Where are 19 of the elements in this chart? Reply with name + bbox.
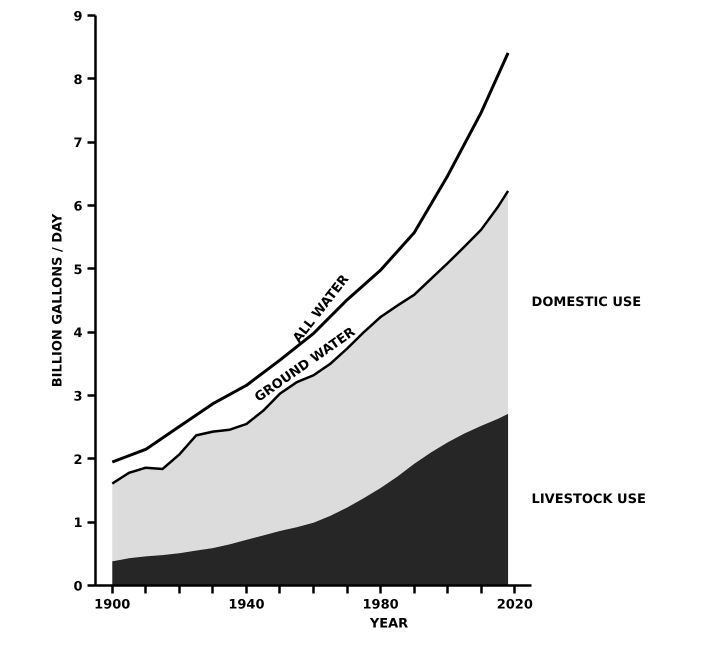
y-tick-label: 2	[73, 452, 82, 468]
y-tick-label: 6	[73, 200, 82, 214]
x-tick-label: 1940	[228, 598, 265, 612]
series-label: LIVESTOCK USE	[532, 492, 646, 508]
line-series	[110, 51, 510, 464]
y-tick-label: 7	[73, 136, 82, 152]
y-tick-label: 0	[73, 580, 82, 594]
y-tick-label: 1	[73, 516, 82, 532]
y-tick-label: 8	[73, 72, 82, 88]
series-label: DOMESTIC USE	[532, 294, 642, 310]
x-tick-label: 2020	[496, 598, 533, 612]
x-tick-label: 1900	[94, 598, 130, 612]
y-axis-title: BILLION GALLONS / DAY	[50, 213, 66, 388]
y-tick-label: 9	[73, 10, 82, 24]
x-tick-label: 1980	[362, 598, 399, 612]
x-axis-title: YEAR	[368, 616, 408, 632]
y-tick-label: 4	[73, 326, 82, 342]
y-tick-label: 3	[73, 390, 82, 404]
y-tick-label: 5	[73, 262, 82, 278]
